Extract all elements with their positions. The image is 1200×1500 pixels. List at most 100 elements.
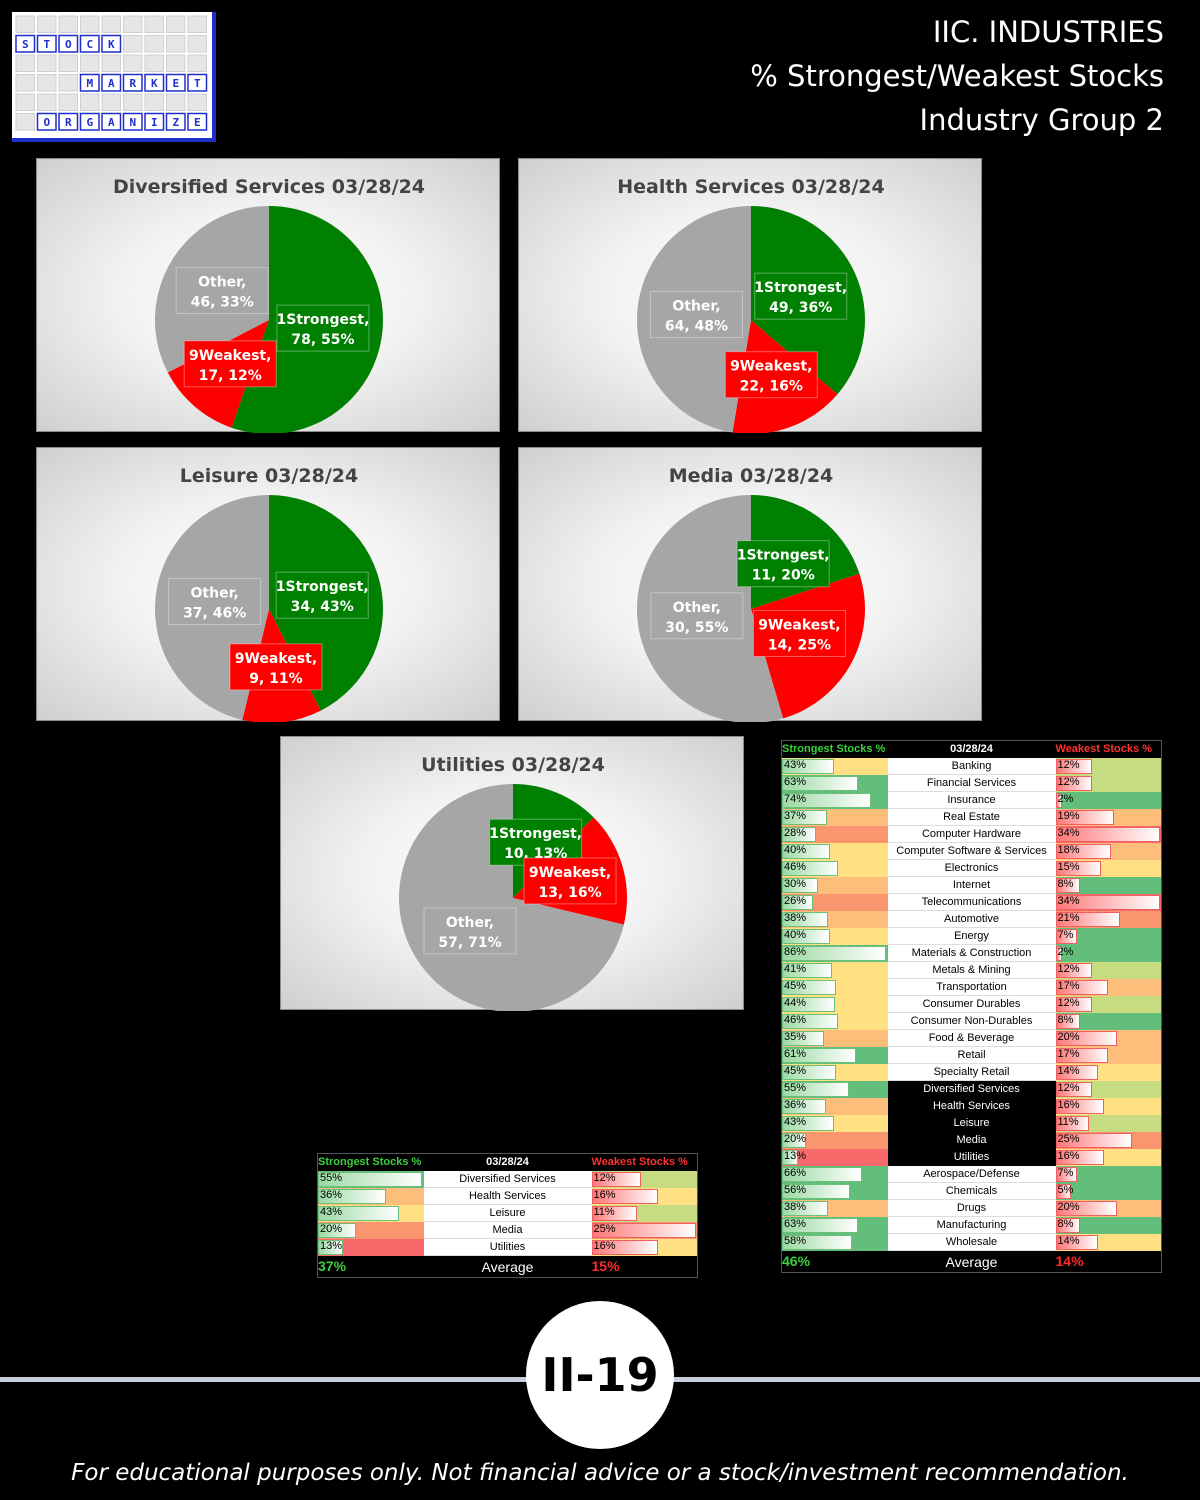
pie-label-value: 46, 33% <box>191 295 254 311</box>
weakest-databar <box>1055 962 1093 978</box>
pie-label-value: 57, 71% <box>438 935 501 951</box>
weakest-pct-cell: 12% <box>1055 1080 1162 1098</box>
pie-label-box <box>650 592 744 640</box>
pct-value: 12% <box>1057 962 1080 975</box>
page-subtitle: % Strongest/Weakest Stocks <box>750 59 1164 93</box>
logo-letter: T <box>43 38 50 51</box>
pie-data-label: Other, 64, 48% <box>649 291 743 339</box>
strongest-databar <box>782 1115 834 1131</box>
pct-value: 66% <box>784 1166 807 1179</box>
logo-blank-cell <box>15 113 35 131</box>
logo-letter-cell <box>101 73 122 92</box>
pie-label-name: 9Weakest, <box>758 618 840 634</box>
pie-data-label: Other, 46, 33% <box>175 267 269 315</box>
pct-value: 26% <box>784 894 807 907</box>
table-row: 40% Energy 7% <box>781 927 1162 945</box>
industry-name: Energy <box>887 927 1056 945</box>
industry-name: Materials & Construction <box>887 944 1056 962</box>
industry-name: Leisure <box>423 1204 592 1222</box>
logo-blank-cell <box>80 93 100 111</box>
weakest-pct-cell: 2% <box>1055 944 1162 962</box>
weakest-pct-cell: 34% <box>1055 825 1162 843</box>
table-row: 61% Retail 17% <box>781 1046 1162 1064</box>
pct-value: 74% <box>784 792 807 805</box>
table-row: 36% Health Services 16% <box>317 1187 698 1205</box>
strongest-pct-cell: 44% <box>781 995 888 1013</box>
table-row: 26% Telecommunications 34% <box>781 893 1162 911</box>
table-row: 28% Computer Hardware 34% <box>781 825 1162 843</box>
pie-label-name: 9Weakest, <box>235 651 317 667</box>
average-weakest: 14% <box>1055 1250 1162 1273</box>
average-label: Average <box>887 1250 1056 1273</box>
industry-name: Banking <box>887 757 1056 775</box>
weakest-pct-cell: 17% <box>1055 1046 1162 1064</box>
logo-blank-cell <box>123 15 143 33</box>
pie-chart-leisure: Leisure 03/28/24 1Strongest, 34, 43% 9Weake… <box>155 465 384 722</box>
weakest-databar <box>1055 860 1102 876</box>
average-strongest: 37% <box>317 1255 424 1278</box>
logo-letter-cell <box>187 112 208 131</box>
pct-value: 56% <box>784 1183 807 1196</box>
pct-value: 61% <box>784 1047 807 1060</box>
table-row: 86% Materials & Construction 2% <box>781 944 1162 962</box>
strongest-pct-cell: 55% <box>317 1170 424 1188</box>
logo-blank-cell <box>166 93 186 111</box>
pie-label-name: 9Weakest, <box>529 865 611 881</box>
strongest-pct-cell: 40% <box>781 842 888 860</box>
strongest-pct-cell: 58% <box>781 1233 888 1251</box>
strongest-pct-cell: 63% <box>781 1216 888 1234</box>
weakest-databar <box>1055 1166 1077 1182</box>
logo-blank-cell <box>58 93 78 111</box>
pie-data-label: 9Weakest, 17, 12% <box>183 340 277 388</box>
pie-label-box <box>183 340 277 388</box>
pie-label-value: 30, 55% <box>665 620 728 636</box>
strongest-header: Strongest Stocks % <box>317 1153 424 1171</box>
pct-value: 34% <box>1057 826 1080 839</box>
weakest-databar <box>1055 1013 1080 1029</box>
industry-name: Consumer Durables <box>887 995 1056 1013</box>
pie-slice-other <box>399 784 624 1011</box>
logo-letter-cell <box>79 34 100 53</box>
logo-blank-cell <box>144 54 164 72</box>
table-header-row: Strongest Stocks % 03/28/24 Weakest Stocks… <box>317 1153 698 1171</box>
all-industries-table: Strongest Stocks % 03/28/24 Weakest Stocks… <box>781 740 1162 1273</box>
strongest-pct-cell: 66% <box>781 1165 888 1183</box>
pie-label-name: 9Weakest, <box>189 348 271 364</box>
pct-value: 11% <box>1057 1115 1079 1128</box>
logo-blank-cell <box>101 93 121 111</box>
strongest-pct-cell: 63% <box>781 774 888 792</box>
pie-panel-diversified-services: Diversified Services 03/28/24 1Strongest,… <box>36 158 500 433</box>
logo-letter: A <box>108 77 115 90</box>
strongest-databar <box>782 1183 850 1199</box>
pct-value: 12% <box>1057 1081 1080 1094</box>
pct-value: 15% <box>1057 860 1080 873</box>
strongest-pct-cell: 13% <box>317 1238 424 1256</box>
pie-label-box <box>489 818 583 866</box>
weakest-databar <box>1055 809 1114 825</box>
weakest-pct-cell: 15% <box>1055 859 1162 877</box>
weakest-pct-cell: 12% <box>1055 774 1162 792</box>
strongest-databar <box>782 979 837 995</box>
pct-value: 21% <box>1057 911 1080 924</box>
weakest-pct-cell: 12% <box>1055 757 1162 775</box>
table-row: 43% Leisure 11% <box>781 1114 1162 1132</box>
pct-value: 7% <box>1057 1166 1074 1179</box>
table-row: 46% Consumer Non-Durables 8% <box>781 1012 1162 1030</box>
pct-value: 86% <box>784 945 807 958</box>
weakest-databar <box>1055 928 1077 944</box>
stock-market-organizer-logo: S T O C K M A R K E T O R G A N I Z E <box>12 12 216 142</box>
industry-name: Internet <box>887 876 1056 894</box>
pct-value: 5% <box>1057 1183 1074 1196</box>
logo-blank-cell <box>123 93 143 111</box>
logo-letter-cell <box>79 112 100 131</box>
logo-blank-cell <box>101 54 121 72</box>
logo-letter-cell <box>122 112 143 131</box>
logo-blank-cell <box>144 93 164 111</box>
pct-value: 45% <box>784 979 807 992</box>
pct-value: 11% <box>593 1205 615 1218</box>
pie-label-box <box>276 304 370 352</box>
weakest-pct-cell: 14% <box>1055 1233 1162 1251</box>
industry-name: Electronics <box>887 859 1056 877</box>
weakest-header: Weakest Stocks % <box>1055 740 1162 758</box>
pie-label-box <box>736 540 830 588</box>
